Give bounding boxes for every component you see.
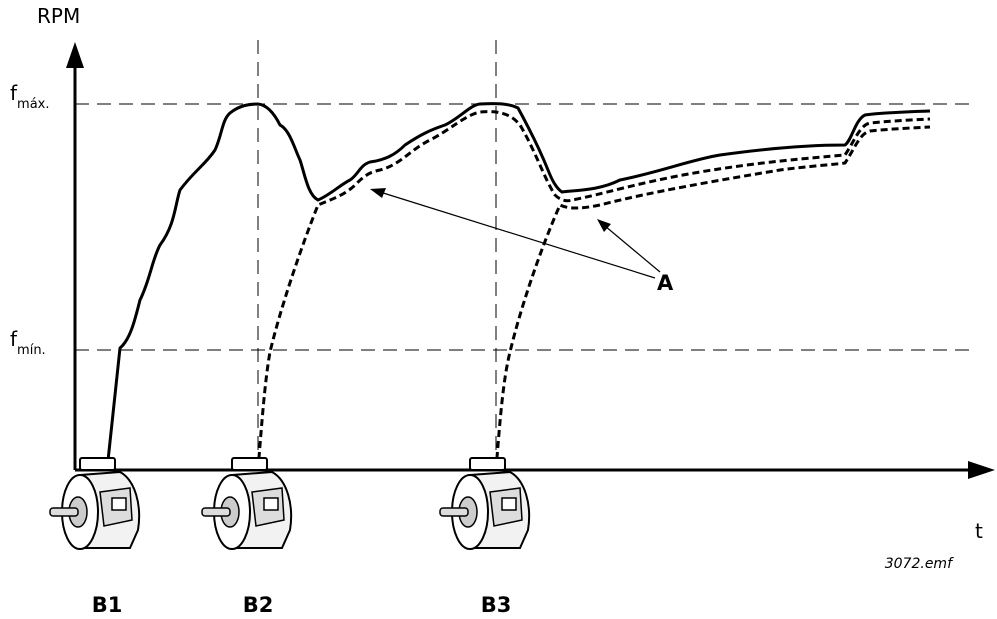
motor-label: B2 <box>243 593 274 617</box>
y-axis-label: RPM <box>37 4 80 28</box>
diagram: RPM t fmáx. fmín. A B1 B2 B3 3072.emf <box>0 0 997 619</box>
fmax-label: fmáx. <box>10 81 50 112</box>
motor-label: B3 <box>481 593 512 617</box>
x-arrow <box>968 461 995 479</box>
motor-icon-b3 <box>440 458 529 549</box>
curve-b2 <box>258 112 930 470</box>
fmin-label: fmín. <box>10 327 46 358</box>
arrowhead-a2 <box>597 219 611 232</box>
motor-icon-b2 <box>202 458 291 549</box>
motor-icon <box>50 458 139 549</box>
x-axis-label: t <box>975 519 983 543</box>
arrow-a1 <box>380 192 655 278</box>
fmax-subscript: máx. <box>17 97 49 112</box>
y-arrow <box>66 42 84 68</box>
motor-label: B1 <box>92 593 123 617</box>
arrowhead-a1 <box>370 188 386 198</box>
fmin-subscript: mín. <box>17 343 46 358</box>
annotation-a: A <box>657 271 674 295</box>
file-label: 3072.emf <box>885 556 954 572</box>
curve-b3 <box>496 127 930 470</box>
page: RPM t fmáx. fmín. A B1 B2 B3 3072.emf ((… <box>0 0 997 619</box>
